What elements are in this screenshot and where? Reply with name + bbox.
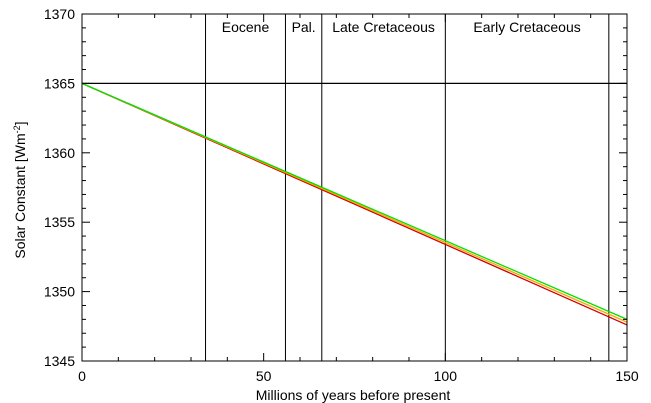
period-label: Early Cretaceous [473, 19, 580, 35]
period-lines [205, 14, 610, 361]
period-label: Eocene [222, 19, 270, 35]
series-line [81, 82, 628, 320]
period-label: Pal. [292, 19, 316, 35]
x-axis-title: Millions of years before present [256, 387, 451, 403]
y-tick-label: 1350 [44, 284, 75, 300]
y-tick-label: 1370 [44, 6, 75, 22]
y-tick-label: 1355 [44, 214, 75, 230]
y-axis-title-main: Solar Constant [Wm [12, 133, 28, 258]
ticks [81, 13, 628, 362]
x-tick-labels: 0 50 100 150 [78, 368, 639, 384]
period-labels: Eocene Pal. Late Cretaceous Early Cretaceou… [222, 19, 581, 35]
x-tick-label: 50 [256, 368, 272, 384]
plot-frame [81, 13, 628, 362]
x-tick-label: 100 [434, 368, 458, 384]
y-axis-title-close: ] [12, 121, 28, 125]
x-tick-label: 150 [615, 368, 639, 384]
period-label: Late Cretaceous [332, 19, 435, 35]
y-tick-labels: 1345 1350 1355 1360 1365 1370 [44, 6, 75, 369]
y-axis-title-superscript: -2 [12, 125, 22, 133]
x-tick-label: 0 [78, 368, 86, 384]
y-tick-label: 1365 [44, 75, 75, 91]
series-lines [81, 82, 628, 326]
y-axis-title: Solar Constant [Wm-2] [12, 121, 28, 258]
y-tick-label: 1345 [44, 353, 75, 369]
y-tick-label: 1360 [44, 145, 75, 161]
